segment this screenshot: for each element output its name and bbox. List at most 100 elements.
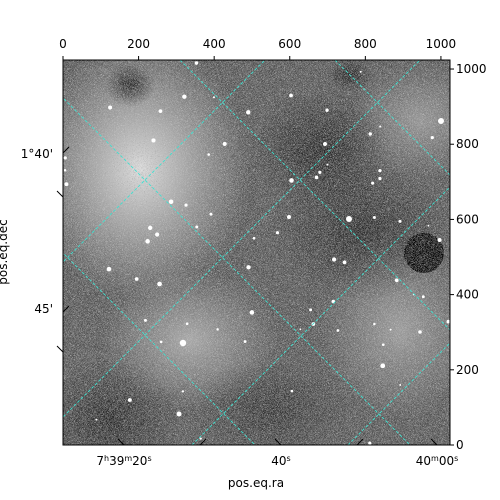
- star: [195, 225, 199, 229]
- star: [252, 236, 256, 240]
- star: [63, 156, 67, 160]
- star: [289, 178, 294, 183]
- star: [437, 237, 442, 243]
- star: [199, 437, 202, 440]
- dec-tick: [56, 190, 64, 198]
- star: [168, 199, 174, 205]
- ra-tick: [356, 438, 364, 446]
- star: [64, 182, 69, 187]
- star: [108, 105, 113, 110]
- star: [380, 363, 386, 369]
- dec-tick: [62, 305, 70, 313]
- star: [373, 322, 376, 326]
- star: [63, 168, 67, 172]
- star: [289, 93, 293, 98]
- ra-tick: [117, 438, 125, 446]
- star: [379, 125, 382, 128]
- star: [378, 169, 382, 173]
- star: [181, 390, 185, 393]
- ra-tick: [274, 438, 282, 446]
- star: [207, 153, 210, 156]
- dec-tick: [62, 146, 70, 154]
- star: [157, 281, 162, 287]
- star: [325, 108, 329, 112]
- star: [299, 328, 302, 331]
- star: [314, 175, 319, 180]
- pixel-x-tick-label: 200: [127, 37, 150, 51]
- star: [378, 176, 382, 181]
- star: [346, 216, 352, 222]
- dec-grid-line: [63, 252, 256, 445]
- star: [243, 340, 247, 343]
- pixel-y-tick-label: 200: [456, 363, 479, 377]
- star: [359, 70, 362, 73]
- star: [421, 295, 425, 299]
- pixel-x-tick-label: 400: [203, 37, 226, 51]
- star: [290, 389, 294, 393]
- ra-grid-line: [63, 60, 266, 263]
- star: [158, 109, 163, 114]
- star: [143, 318, 147, 322]
- star: [185, 322, 189, 326]
- star: [418, 330, 422, 334]
- star: [212, 96, 215, 99]
- star: [326, 163, 329, 166]
- ra-grid-line: [63, 60, 421, 418]
- dec-tick: [56, 345, 64, 353]
- pixel-y-tick-label: 1000: [456, 62, 487, 76]
- star: [275, 231, 280, 235]
- star: [194, 61, 199, 65]
- star: [155, 232, 160, 237]
- star: [332, 257, 337, 262]
- star: [309, 308, 313, 312]
- pixel-y-tick-label: 600: [456, 212, 479, 226]
- pixel-x-tick-label: 600: [278, 37, 301, 51]
- star: [151, 138, 156, 143]
- star: [216, 328, 219, 331]
- star: [182, 94, 187, 99]
- star: [323, 142, 327, 146]
- pixel-x-tick-label: 800: [354, 37, 377, 51]
- star: [427, 224, 430, 227]
- star: [368, 441, 372, 445]
- star: [368, 132, 372, 136]
- y-axis-title: pos.eq.dec: [0, 219, 10, 284]
- star: [147, 225, 153, 231]
- star: [209, 212, 213, 216]
- pixel-x-tick-labels: 0 200 400 600 800 1000: [59, 37, 456, 51]
- star: [134, 277, 139, 281]
- star: [246, 110, 251, 115]
- star: [176, 411, 182, 417]
- star: [287, 215, 291, 219]
- ra-tick-label: 40m00s: [416, 454, 459, 469]
- star: [249, 310, 255, 315]
- star: [394, 278, 399, 283]
- star: [145, 239, 150, 244]
- ra-tick-label: 7h39m20s: [96, 454, 151, 469]
- star: [430, 135, 434, 140]
- star: [159, 340, 163, 344]
- pixel-x-tick-label: 1000: [426, 37, 457, 51]
- ra-tick-label: 40s: [271, 454, 290, 469]
- sky-image: [63, 60, 450, 445]
- dec-grid-line: [179, 60, 450, 331]
- star: [399, 383, 402, 386]
- star: [246, 265, 251, 270]
- star: [438, 118, 444, 124]
- star-field: [63, 61, 450, 445]
- ra-tick: [199, 438, 207, 446]
- ra-tick: [430, 438, 438, 446]
- star: [184, 203, 188, 207]
- dec-tick-label: 1°40': [21, 147, 53, 161]
- star: [179, 339, 187, 347]
- star: [342, 260, 347, 265]
- star: [95, 418, 98, 421]
- x-axis-title: pos.eq.ra: [228, 476, 284, 490]
- coordinate-grid: [63, 60, 450, 445]
- star: [389, 328, 392, 331]
- pixel-y-tick-label: 800: [456, 137, 479, 151]
- pixel-y-tick-label: 0: [456, 438, 464, 452]
- dec-grid-line: [63, 97, 411, 445]
- pixel-y-tick-label: 400: [456, 288, 479, 302]
